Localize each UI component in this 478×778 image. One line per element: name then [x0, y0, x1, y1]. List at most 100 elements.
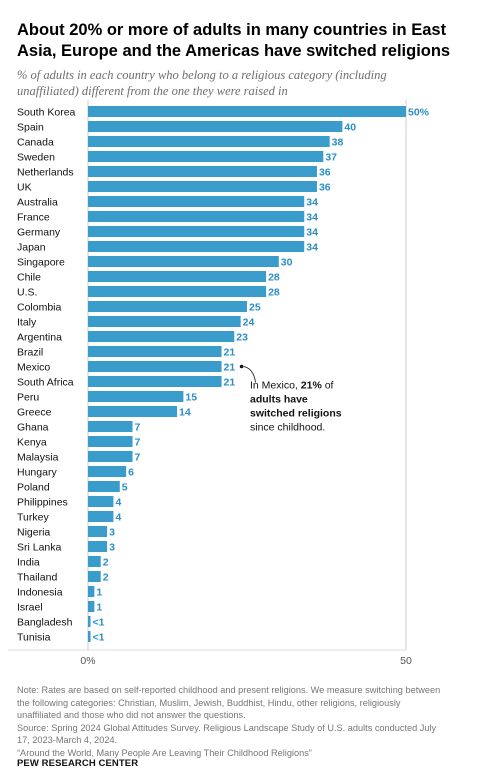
bar-colombia	[88, 301, 247, 312]
value-label-u-s: 28	[268, 287, 280, 299]
value-label-tunisia: <1	[93, 632, 105, 644]
pew-logo-text: PEW RESEARCH CENTER	[17, 758, 139, 769]
category-label-israel: Israel	[17, 602, 43, 614]
category-label-france: France	[17, 212, 50, 224]
category-label-malaysia: Malaysia	[17, 452, 59, 464]
value-label-sri-lanka: 3	[109, 542, 115, 554]
category-label-sri-lanka: Sri Lanka	[17, 542, 62, 554]
category-label-poland: Poland	[17, 482, 50, 494]
chart-title: About 20% or more of adults in many coun…	[17, 21, 451, 60]
category-label-kenya: Kenya	[17, 437, 47, 449]
category-label-sweden: Sweden	[17, 152, 55, 164]
value-label-italy: 24	[243, 317, 255, 329]
bar-italy	[88, 316, 241, 327]
value-label-germany: 34	[306, 227, 318, 239]
bar-bangladesh	[88, 616, 91, 627]
bar-thailand	[88, 571, 101, 582]
bar-argentina	[88, 331, 235, 342]
bar-indonesia	[88, 586, 95, 597]
category-label-philippines: Philippines	[17, 497, 68, 509]
value-label-hungary: 6	[128, 467, 134, 479]
value-label-thailand: 2	[103, 572, 109, 584]
value-label-sweden: 37	[325, 152, 337, 164]
bar-israel	[88, 601, 95, 612]
value-label-uk: 36	[319, 182, 331, 194]
report-title-text: “Around the World, Many People Are Leavi…	[17, 747, 312, 758]
category-label-brazil: Brazil	[17, 347, 43, 359]
bar-ghana	[88, 421, 133, 432]
annotation-dot	[239, 364, 244, 369]
bar-canada	[88, 136, 330, 147]
category-label-mexico: Mexico	[17, 362, 50, 374]
category-label-ghana: Ghana	[17, 422, 49, 434]
value-label-israel: 1	[96, 602, 102, 614]
bar-sweden	[88, 151, 324, 162]
category-label-hungary: Hungary	[17, 467, 57, 479]
bar-turkey	[88, 511, 114, 522]
annotation-leader	[243, 366, 256, 383]
value-label-bangladesh: <1	[93, 617, 105, 629]
category-label-germany: Germany	[17, 227, 61, 239]
value-label-singapore: 30	[281, 257, 293, 269]
value-label-philippines: 4	[115, 497, 121, 509]
category-label-peru: Peru	[17, 392, 39, 404]
bar-greece	[88, 406, 178, 417]
value-label-chile: 28	[268, 272, 280, 284]
bar-sri-lanka	[88, 541, 108, 552]
bar-brazil	[88, 346, 222, 357]
note-text: Note: Rates are based on self-reported c…	[17, 685, 441, 721]
value-label-australia: 34	[306, 197, 318, 209]
bar-south-africa	[88, 376, 222, 387]
value-label-south-korea: 50%	[408, 107, 430, 119]
annotation-text: In Mexico, 21% of adults have switched rel…	[250, 380, 342, 434]
category-label-india: India	[17, 557, 40, 569]
bar-hungary	[88, 466, 127, 477]
bar-peru	[88, 391, 184, 402]
bar-singapore	[88, 256, 279, 267]
value-label-colombia: 25	[249, 302, 261, 314]
category-label-japan: Japan	[17, 242, 46, 254]
bar-philippines	[88, 496, 114, 507]
category-label-argentina: Argentina	[17, 332, 62, 344]
category-label-italy: Italy	[17, 317, 37, 329]
value-label-south-africa: 21	[224, 377, 236, 389]
value-label-poland: 5	[122, 482, 128, 494]
bar-mexico	[88, 361, 222, 372]
category-label-indonesia: Indonesia	[17, 587, 63, 599]
chart-subtitle: % of adults in each country who belong t…	[17, 68, 387, 98]
category-label-bangladesh: Bangladesh	[17, 617, 73, 629]
value-label-japan: 34	[306, 242, 318, 254]
value-label-turkey: 4	[115, 512, 121, 524]
value-label-netherlands: 36	[319, 167, 331, 179]
bar-kenya	[88, 436, 133, 447]
category-label-south-africa: South Africa	[17, 377, 74, 389]
value-label-argentina: 23	[236, 332, 248, 344]
bar-south-korea	[88, 106, 406, 117]
bar-uk	[88, 181, 317, 192]
value-label-peru: 15	[185, 392, 197, 404]
bar-spain	[88, 121, 343, 132]
value-label-ghana: 7	[135, 422, 141, 434]
bar-tunisia	[88, 631, 91, 642]
value-label-greece: 14	[179, 407, 191, 419]
notes-block: Note: Rates are based on self-reported c…	[17, 684, 447, 760]
bar-germany	[88, 226, 305, 237]
value-label-india: 2	[103, 557, 109, 569]
category-label-tunisia: Tunisia	[17, 632, 51, 644]
category-label-australia: Australia	[17, 197, 58, 209]
category-label-spain: Spain	[17, 122, 44, 134]
value-label-nigeria: 3	[109, 527, 115, 539]
bar-netherlands	[88, 166, 317, 177]
x-tick-label: 50	[400, 655, 412, 667]
category-label-thailand: Thailand	[17, 572, 57, 584]
category-label-chile: Chile	[17, 272, 41, 284]
category-label-nigeria: Nigeria	[17, 527, 50, 539]
bar-france	[88, 211, 305, 222]
bar-india	[88, 556, 101, 567]
bar-nigeria	[88, 526, 108, 537]
value-label-malaysia: 7	[135, 452, 141, 464]
category-label-colombia: Colombia	[17, 302, 62, 314]
category-label-turkey: Turkey	[17, 512, 49, 524]
bar-malaysia	[88, 451, 133, 462]
